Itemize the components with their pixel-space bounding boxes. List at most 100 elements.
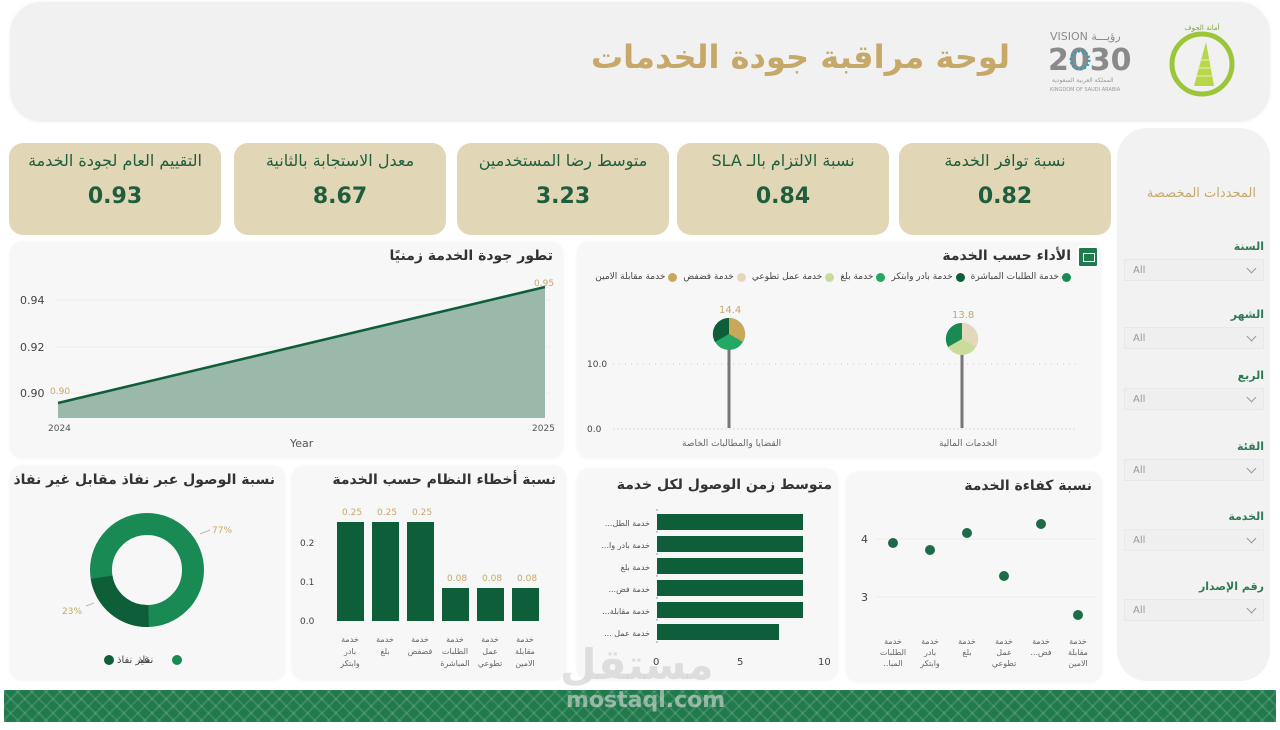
svg-text:خدمة: خدمة xyxy=(376,635,394,644)
decorative-pattern-band xyxy=(4,690,1276,722)
month-dropdown[interactable]: All xyxy=(1124,327,1264,349)
bar xyxy=(442,588,469,621)
header-banner: لوحة مراقبة جودة الخدمات VISION رؤيـــة … xyxy=(10,2,1270,122)
legend-label: خدمة بلغ xyxy=(840,272,874,282)
kpi-value: 8.67 xyxy=(312,184,368,209)
svg-text:... خدمة عمل: ... خدمة عمل xyxy=(604,629,650,638)
legend-dot-icon xyxy=(1062,272,1071,282)
filters-panel: المحددات المخصصة السنة All الشهر All الر… xyxy=(1117,128,1270,681)
svg-text:0.90: 0.90 xyxy=(50,387,70,397)
svg-text:2025: 2025 xyxy=(532,424,555,434)
bar xyxy=(657,624,779,640)
svg-text:وابتكر: وابتكر xyxy=(339,659,360,668)
bar xyxy=(657,514,803,530)
slicer-label: السنة xyxy=(1233,240,1264,253)
pie-marker[interactable] xyxy=(712,317,746,350)
chart-legend: خدمة الطلبات المباشرة خدمة بادر وابتكر خ… xyxy=(595,272,1071,282)
watermark-url: mostaql.com xyxy=(566,688,726,713)
category-dropdown[interactable]: All xyxy=(1124,459,1264,481)
dropdown-value: All xyxy=(1133,464,1146,476)
bar-plot: 0.2 0.1 0.0 0.25 0.25 0.25 0.08 0.08 0.0… xyxy=(300,508,539,668)
data-point xyxy=(1073,610,1083,620)
data-point xyxy=(925,545,935,555)
chevron-down-icon xyxy=(1246,463,1257,473)
bar xyxy=(657,602,803,618)
pie-marker[interactable] xyxy=(945,322,979,355)
legend-dot-icon xyxy=(876,272,886,282)
svg-text:نفاذ: نفاذ xyxy=(138,655,153,666)
service-dropdown[interactable]: All xyxy=(1124,529,1264,551)
system-errors-chart: نسبة أخطاء النظام حسب الخدمة 0.2 0.1 0.0… xyxy=(292,466,566,680)
svg-text:3: 3 xyxy=(861,591,868,604)
area-chart-plot: 0.94 0.92 0.90 0.90 0.95 2024 2025 Year xyxy=(20,279,555,450)
slicer-label: رقم الإصدار xyxy=(1198,580,1264,593)
chevron-down-icon xyxy=(1246,263,1257,273)
quarter-dropdown[interactable]: All xyxy=(1124,388,1264,410)
svg-text:غير نفاذ: غير نفاذ xyxy=(117,655,149,666)
bar xyxy=(657,536,803,552)
legend-item[interactable]: خدمة مقابلة الامين xyxy=(595,272,678,282)
legend-item[interactable]: خدمة بلغ xyxy=(840,272,886,282)
svg-text:0: 0 xyxy=(653,657,659,668)
slicer-month: الشهر All xyxy=(1124,308,1264,349)
svg-text:0.08: 0.08 xyxy=(447,574,467,584)
kpi-value: 0.93 xyxy=(87,184,143,209)
svg-text:0.94: 0.94 xyxy=(20,294,45,307)
svg-text:تطوعي: تطوعي xyxy=(478,659,502,668)
svg-text:بادر: بادر xyxy=(923,648,936,657)
slicer-category: الفئة All xyxy=(1124,440,1264,481)
chevron-down-icon xyxy=(1246,392,1257,402)
data-point xyxy=(999,571,1009,581)
dropdown-value: All xyxy=(1133,393,1146,405)
kpi-value: 0.84 xyxy=(755,184,811,209)
nafath-access-chart: نسبة الوصول عبر نفاذ مقابل غير نفاذ 77% … xyxy=(10,466,285,680)
svg-text:KINGDOM OF SAUDI ARABIA: KINGDOM OF SAUDI ARABIA xyxy=(1050,87,1121,93)
svg-text:خدمة: خدمة xyxy=(958,637,976,646)
chart-title: متوسط زمن الوصول لكل خدمة xyxy=(616,477,832,493)
svg-text:خدمة: خدمة xyxy=(1069,637,1087,646)
svg-text:0.25: 0.25 xyxy=(412,508,432,518)
svg-text:10.0: 10.0 xyxy=(587,360,607,370)
kpi-overall-quality: التقييم العام لجودة الخدمة 0.93 xyxy=(9,143,221,235)
avg-access-time-chart: متوسط زمن الوصول لكل خدمة ...خدمة الطل .… xyxy=(577,469,838,680)
lollipop-plot: 10.0 0.0 14.4 13.8 القضايا والمطالبات ال… xyxy=(587,305,1077,449)
chart-title: نسبة الوصول عبر نفاذ مقابل غير نفاذ xyxy=(13,472,275,488)
svg-text:2024: 2024 xyxy=(48,424,71,434)
chart-title: نسبة أخطاء النظام حسب الخدمة xyxy=(332,472,556,488)
svg-text:الطلبات: الطلبات xyxy=(442,647,468,656)
legend-item[interactable]: خدمة بادر وابتكر xyxy=(891,272,965,282)
watermark-text: مستقل xyxy=(560,640,714,689)
legend-item[interactable]: خدمة فضفض xyxy=(683,272,746,282)
chart-title: نسبة كفاءة الخدمة xyxy=(964,478,1092,494)
year-dropdown[interactable]: All xyxy=(1124,259,1264,281)
legend-label: خدمة فضفض xyxy=(683,272,734,282)
svg-text:0.0: 0.0 xyxy=(300,617,315,627)
svg-text:فضفض: فضفض xyxy=(408,647,433,656)
amanah-aljouf-logo-icon: أمانة الجوف xyxy=(1169,23,1235,97)
kpi-label: متوسط رضا المستخدمين xyxy=(478,151,648,170)
dropdown-value: All xyxy=(1133,534,1146,546)
svg-text:VISION رؤيـــة: VISION رؤيـــة xyxy=(1050,30,1121,43)
svg-text:القضايا والمطالبات الخاصة: القضايا والمطالبات الخاصة xyxy=(682,439,781,449)
chevron-down-icon xyxy=(1246,603,1257,613)
kpi-label: التقييم العام لجودة الخدمة xyxy=(28,151,202,170)
legend-label: خدمة مقابلة الامين xyxy=(595,272,666,282)
chevron-down-icon xyxy=(1246,533,1257,543)
svg-text:خدمة: خدمة xyxy=(1032,637,1050,646)
bar xyxy=(657,558,803,574)
svg-text:5: 5 xyxy=(737,657,743,668)
visual-type-icon[interactable] xyxy=(1077,246,1099,268)
version-dropdown[interactable]: All xyxy=(1124,599,1264,621)
svg-text:0.2: 0.2 xyxy=(300,539,314,549)
legend-item[interactable]: خدمة عمل تطوعي xyxy=(752,272,835,282)
svg-text:خدمة: خدمة xyxy=(411,635,429,644)
svg-text:عمل: عمل xyxy=(996,648,1011,657)
kpi-value: 0.82 xyxy=(977,184,1033,209)
svg-text:الطلبات: الطلبات xyxy=(880,648,906,657)
kpi-label: نسبة الالتزام بالـ SLA xyxy=(711,151,855,170)
vision-2030-logo-icon: VISION رؤيـــة 2030 المملكة العربية السع… xyxy=(1048,30,1132,93)
svg-text:0.08: 0.08 xyxy=(517,574,537,584)
performance-by-service-chart: الأداء حسب الخدمة خدمة الطلبات المباشرة … xyxy=(577,242,1101,458)
donut-plot: 77% 23% نفاذ غير نفاذ xyxy=(62,513,232,666)
legend-item[interactable]: خدمة الطلبات المباشرة xyxy=(971,272,1071,282)
